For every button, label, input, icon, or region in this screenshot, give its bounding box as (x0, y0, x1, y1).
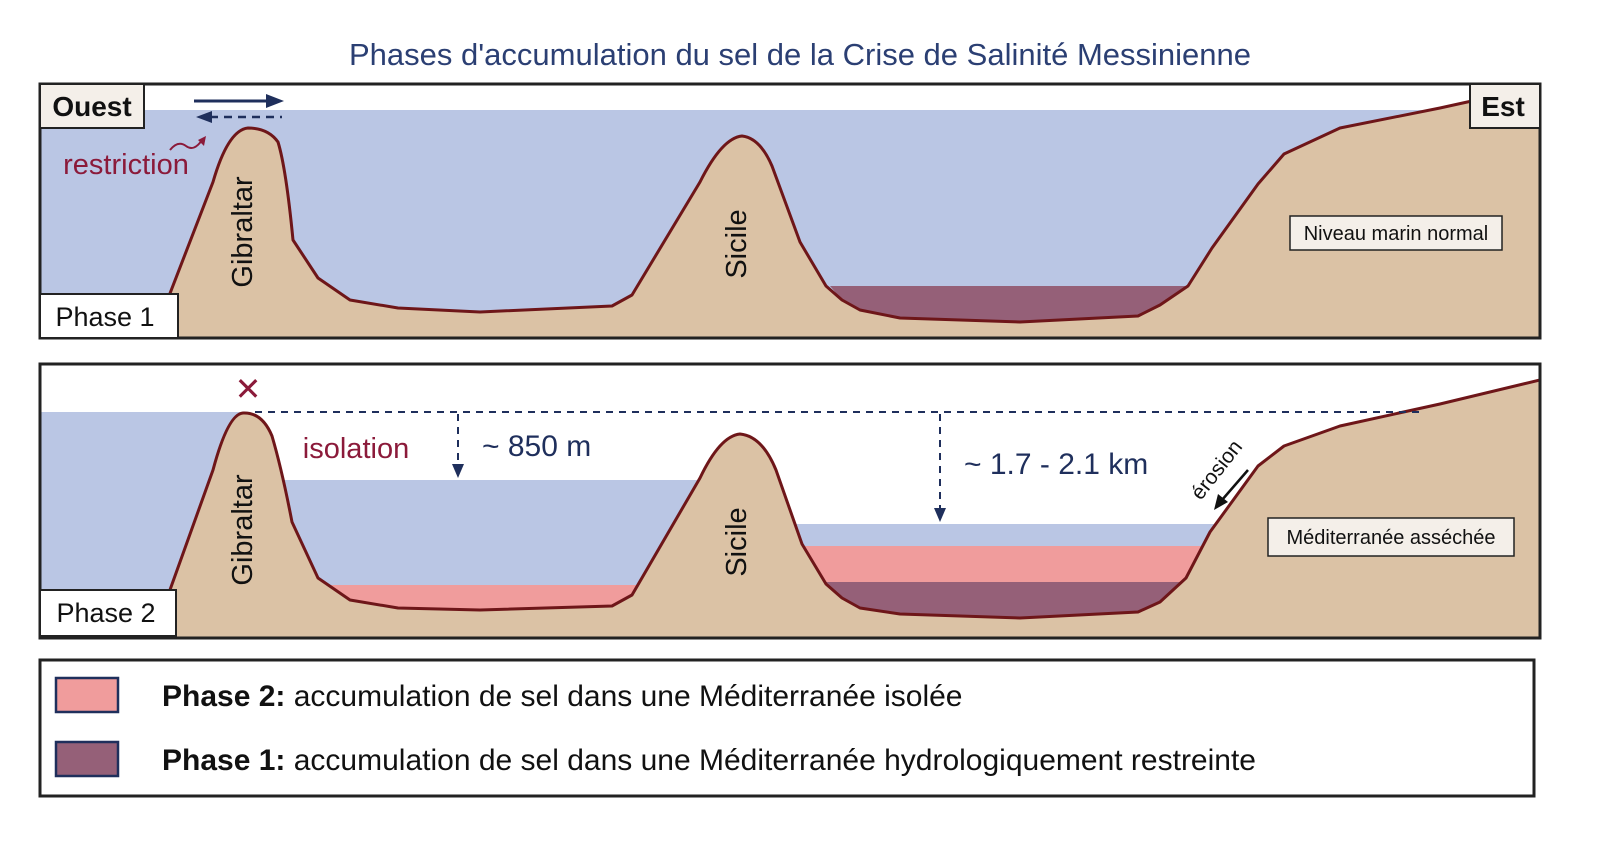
bidirectional-flow-arrows-icon (194, 94, 284, 123)
west-label: Ouest (52, 91, 131, 122)
squiggle-arrowhead (198, 136, 206, 146)
panel-phase-1: Ouest Est Phase 1 restriction Gibraltar … (38, 82, 1542, 340)
seafloor-profile (151, 84, 1540, 338)
salt-layer-phase-2-east (790, 546, 1230, 582)
gibraltar-label-1: Gibraltar (227, 176, 259, 288)
squiggle-arrow-icon (169, 139, 203, 151)
east-drop-label: ~ 1.7 - 2.1 km (964, 448, 1148, 481)
gibraltar-label-2: Gibraltar (227, 474, 259, 586)
dashed-down-arrow-icon (452, 414, 464, 478)
legend-swatch-phase-2 (54, 676, 120, 714)
legend-item-phase-1: Phase 1: accumulation de sel dans une Mé… (162, 744, 1256, 777)
west-drop-label: ~ 850 m (482, 430, 591, 463)
seafloor-profile-dry (151, 378, 1540, 638)
salt-layer-phase-1 (830, 286, 1188, 322)
legend: Phase 2: accumulation de sel dans une Mé… (38, 658, 1536, 798)
phase-2-label-box (39, 589, 177, 637)
legend-phase-1-title: Phase 1: (162, 744, 285, 777)
blocked-strait-icon: ✕ (235, 371, 262, 407)
phase-1-label: Phase 1 (55, 302, 154, 332)
dried-mediterranean-label: Méditerranée asséchée (1286, 527, 1495, 549)
phase-1-label-box (39, 293, 179, 339)
east-label-box (1469, 83, 1541, 129)
restriction-label: restriction (63, 149, 189, 181)
west-label-box (39, 83, 145, 129)
sicily-label-1: Sicile (721, 209, 753, 278)
isolation-label: isolation (303, 433, 409, 465)
dashed-down-arrow-icon (934, 414, 946, 522)
legend-swatch-phase-1 (54, 740, 120, 778)
panel-phase-2: ~ 850 m ~ 1.7 - 2.1 km ✕ isolation Gibra… (38, 362, 1542, 640)
sicily-label-2: Sicile (721, 507, 753, 576)
legend-phase-2-text: accumulation de sel dans une Méditerrané… (285, 680, 962, 713)
legend-frame (38, 658, 1536, 798)
diagram-title: Phases d'accumulation du sel de la Crise… (349, 37, 1251, 72)
erosion-arrow-icon (1214, 469, 1249, 510)
east-label: Est (1481, 91, 1525, 122)
phase-2-label: Phase 2 (56, 598, 155, 628)
legend-item-phase-2: Phase 2: accumulation de sel dans une Mé… (162, 680, 963, 713)
panel-1-frame (38, 82, 1542, 340)
normal-sea-level-label: Niveau marin normal (1304, 223, 1489, 245)
panel-2-frame (38, 362, 1542, 640)
legend-phase-1-text: accumulation de sel dans une Méditerrané… (285, 744, 1256, 777)
legend-phase-2-title: Phase 2: (162, 680, 285, 713)
dried-mediterranean-box (1267, 517, 1515, 557)
normal-sea-level-box (1289, 215, 1503, 251)
